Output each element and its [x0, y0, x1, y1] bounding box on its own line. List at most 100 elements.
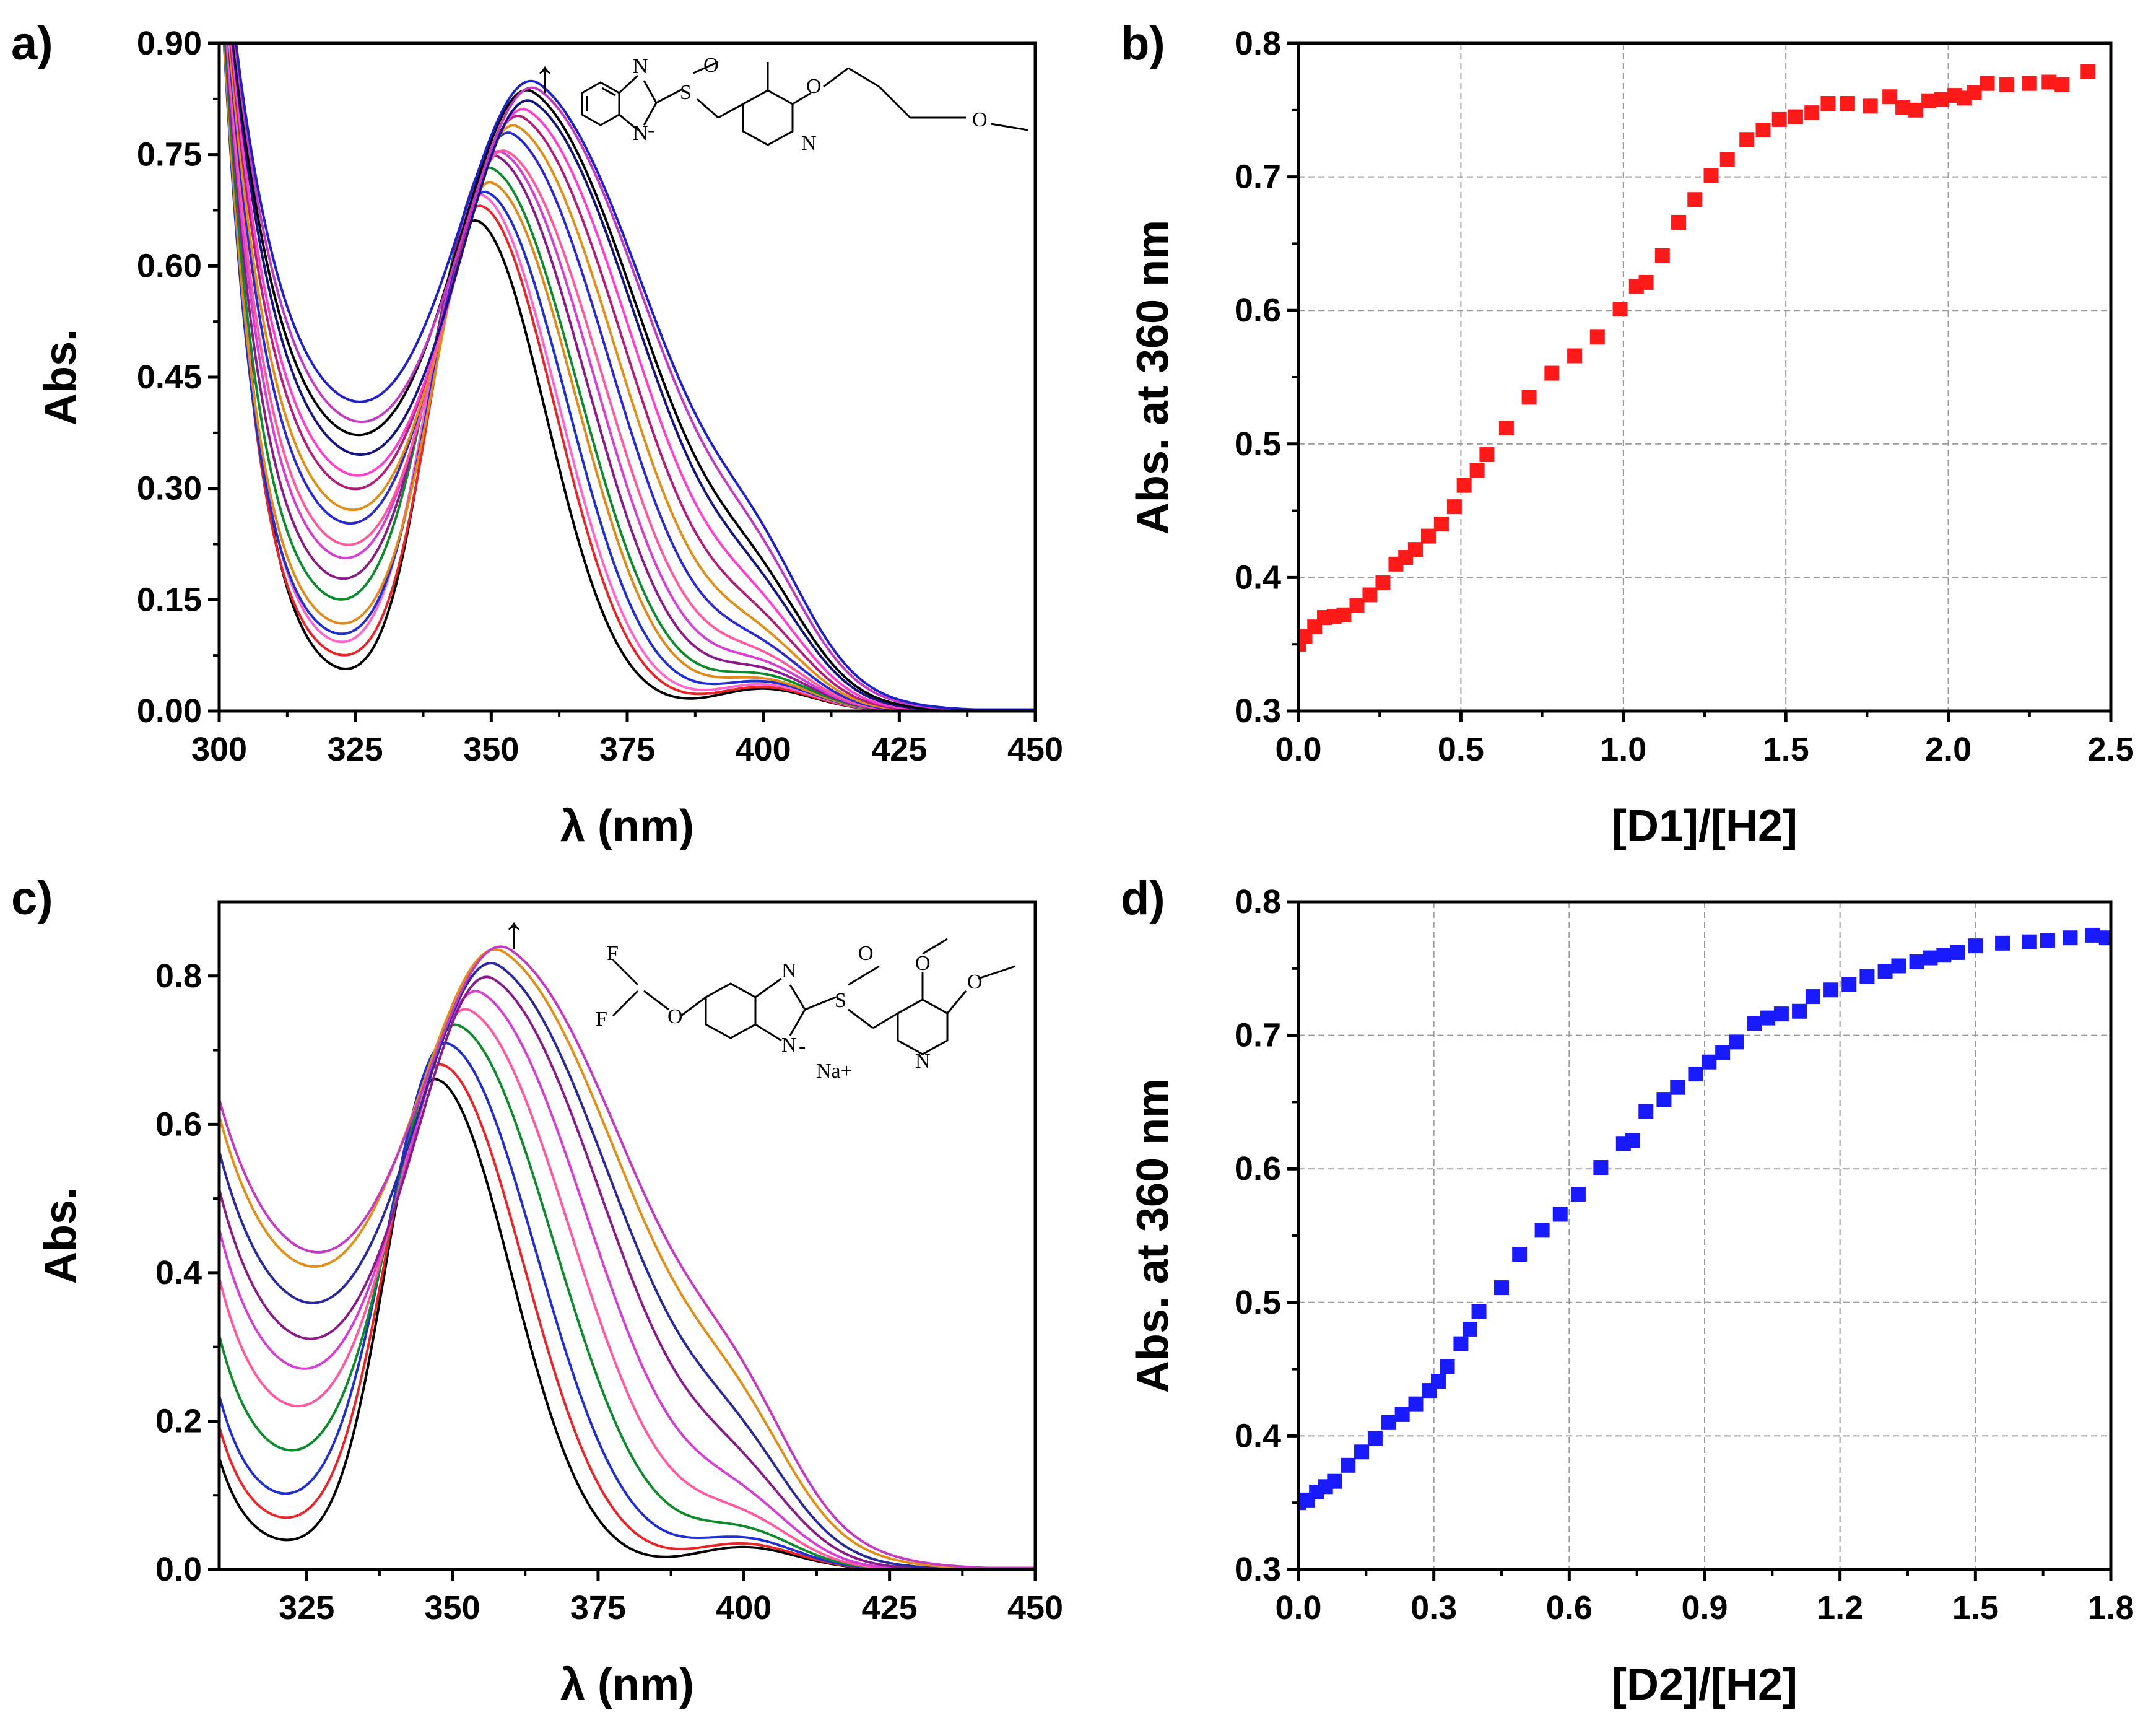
- data-point: [1995, 935, 2010, 951]
- data-point: [1967, 85, 1982, 100]
- panel-label: c): [11, 872, 53, 925]
- axes: 300 325 350 375 400 425 450 0.00 0.15 0.30 0.45 0.6…: [137, 25, 1063, 768]
- data-point: [1773, 1006, 1789, 1022]
- series-line-s4: [219, 1023, 1035, 1569]
- data-point: [1908, 102, 1924, 118]
- series-line-s7: [219, 975, 1035, 1569]
- structure-atom: N: [633, 55, 648, 78]
- x-tick-label: 1.2: [1817, 1589, 1863, 1626]
- y-tick-label: 0.00: [137, 692, 202, 730]
- grid: [1298, 43, 2111, 711]
- data-point: [1381, 1415, 1396, 1430]
- panel-a: a) 300 325 350 375 400 425 450 0.00 0.15 0.30 0.45…: [11, 17, 1063, 851]
- x-tick-label: 350: [425, 1589, 480, 1626]
- structure-atom: O: [967, 971, 983, 993]
- data-point: [1771, 111, 1787, 127]
- data-point: [1327, 1473, 1342, 1489]
- data-point: [1433, 517, 1449, 532]
- data-point: [1654, 248, 1670, 263]
- data-point: [1999, 77, 2015, 92]
- series-line-s13: [230, 43, 1035, 711]
- structure-atom: O: [972, 108, 988, 131]
- x-tick-label: 0.3: [1411, 1589, 1457, 1626]
- panel-d: d) 0.0 0.3 0.6 0.9 1.2 1.5 1.80.30.40.50.60.70…: [1121, 872, 2134, 1709]
- y-tick-label: 0.0: [155, 1551, 202, 1588]
- y-axis-title: Abs.: [36, 329, 85, 425]
- up-arrow-annotation: ↑: [503, 908, 525, 958]
- data-point: [1341, 1457, 1356, 1473]
- data-point: [1462, 1321, 1477, 1337]
- data-point: [2098, 930, 2111, 946]
- structure-atom: -: [799, 1035, 806, 1058]
- series-line-s15: [232, 43, 1035, 711]
- y-tick-label: 0.8: [1235, 25, 1281, 62]
- x-tick-label: 0.0: [1275, 1589, 1321, 1626]
- x-tick-label: 2.0: [1925, 731, 1971, 768]
- x-tick-label: 1.5: [1763, 731, 1809, 768]
- y-axis-title: Abs.: [36, 1187, 85, 1284]
- structure-drawing-a: N N S O O N O -: [581, 54, 1028, 155]
- y-tick-label: 0.5: [1235, 425, 1281, 463]
- y-tick-label: 0.15: [137, 581, 202, 618]
- panel-c: c) 325 350 375 400 425 450 0.0 0.2 0.4 0.6 0.8 λ (…: [11, 872, 1063, 1709]
- x-tick-label: 425: [871, 731, 927, 768]
- x-tick-label: 375: [599, 731, 655, 768]
- structure-atom: O: [915, 952, 931, 975]
- series-line-s9: [219, 948, 1035, 1569]
- y-tick-label: 0.6: [155, 1106, 202, 1143]
- y-axis-title: Abs. at 360 nm: [1128, 220, 1178, 535]
- data-point: [1625, 1133, 1640, 1148]
- y-tick-label: 0.2: [155, 1402, 202, 1439]
- data-point: [1408, 1396, 1424, 1412]
- data-point: [1702, 1054, 1717, 1070]
- x-axis-title: [D2]/[H2]: [1612, 1660, 1797, 1709]
- data-point: [1805, 989, 1820, 1005]
- series-line-s12: [229, 43, 1035, 711]
- data-point: [1349, 598, 1365, 613]
- data-point: [1471, 1304, 1487, 1319]
- data-point: [1354, 1444, 1370, 1460]
- data-point: [1703, 168, 1719, 183]
- x-tick-label: 0.6: [1546, 1589, 1593, 1626]
- data-point: [1570, 1187, 1586, 1202]
- x-tick-label: 400: [716, 1589, 772, 1626]
- data-point: [1375, 575, 1391, 591]
- x-tick-label: 0.9: [1681, 1589, 1728, 1626]
- series-layer: [1298, 927, 2111, 1511]
- data-point: [1469, 463, 1485, 478]
- data-point: [1792, 1003, 1807, 1019]
- data-point: [2041, 74, 2057, 90]
- data-point: [1739, 132, 1755, 147]
- axes: 0.0 0.3 0.6 0.9 1.2 1.5 1.80.30.40.50.60.70.8: [1235, 883, 2134, 1626]
- y-tick-label: 0.3: [1235, 692, 1281, 730]
- x-tick-label: 325: [328, 731, 383, 768]
- data-point: [1394, 1407, 1410, 1422]
- y-tick-label: 0.4: [155, 1254, 202, 1291]
- y-tick-label: 0.3: [1235, 1551, 1281, 1588]
- data-point: [1521, 390, 1537, 405]
- x-tick-label: 400: [736, 731, 791, 768]
- series-line-s2: [219, 1063, 1035, 1569]
- data-point: [1589, 329, 1605, 345]
- x-tick-label: 1.8: [2087, 1589, 2134, 1626]
- data-point: [1877, 964, 1893, 979]
- panel-label: d): [1121, 872, 1165, 925]
- x-tick-label: 375: [570, 1589, 626, 1626]
- series-line-s3: [219, 1042, 1035, 1569]
- structure-atom: Na+: [816, 1060, 853, 1083]
- data-point: [2080, 64, 2096, 79]
- structure-atom: F: [607, 942, 619, 965]
- structure-atom: O: [667, 1005, 683, 1028]
- data-point: [2040, 933, 2055, 948]
- data-point: [1420, 528, 1436, 544]
- data-point: [1820, 96, 1836, 111]
- data-point: [2022, 76, 2037, 91]
- data-point: [1656, 1092, 1672, 1107]
- y-tick-label: 0.6: [1235, 292, 1281, 329]
- y-tick-label: 0.7: [1235, 159, 1281, 196]
- series-layer: [222, 43, 1035, 711]
- x-tick-label: 450: [1007, 1589, 1063, 1626]
- data-point: [1494, 1280, 1509, 1296]
- y-tick-label: 0.8: [155, 958, 202, 995]
- x-axis-title: λ (nm): [560, 1660, 694, 1709]
